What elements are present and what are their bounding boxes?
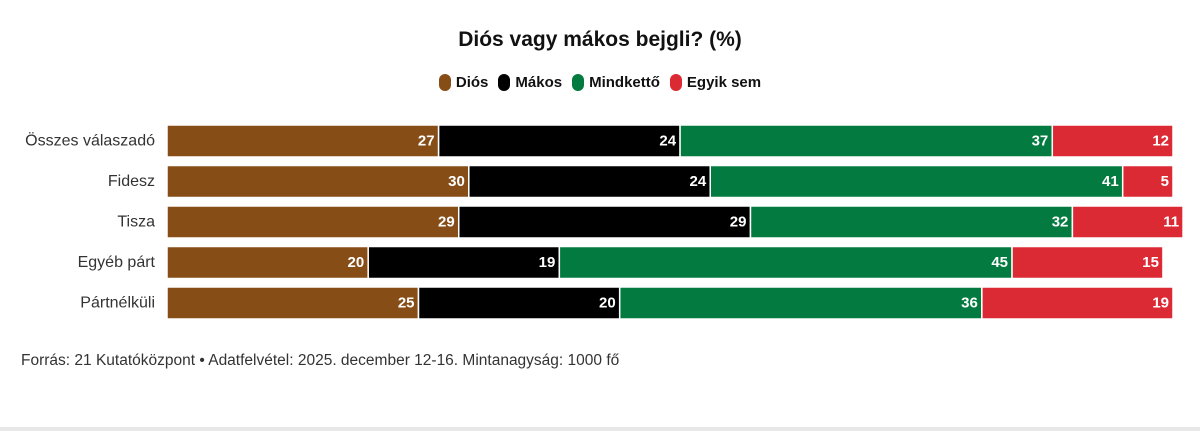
value-label-partnelkuli-makos: 20 bbox=[599, 295, 616, 312]
legend-item-dios: Diós bbox=[438, 74, 489, 91]
legend-item-makos: Mákos bbox=[498, 74, 562, 91]
bar-partnelkuli-mindketto bbox=[618, 286, 983, 320]
bar-fidesz-dios bbox=[166, 164, 470, 199]
bar-fidesz-egyik-sem bbox=[1121, 164, 1174, 199]
legend-swatch-dios bbox=[438, 74, 451, 91]
value-label-fidesz-dios: 30 bbox=[448, 173, 465, 190]
bar-osszes-valaszado-mindketto bbox=[679, 124, 1054, 158]
legend-label-egyik-sem: Egyik sem bbox=[686, 74, 762, 91]
bar-tisza-makos bbox=[457, 205, 752, 239]
legend-label-makos: Mákos bbox=[515, 74, 563, 91]
legend-item-mindketto: Mindkettő bbox=[572, 74, 660, 91]
bar-partnelkuli-egyik-sem bbox=[981, 286, 1174, 320]
value-label-osszes-valaszado-dios: 27 bbox=[418, 133, 435, 150]
bar-tisza-dios bbox=[166, 205, 460, 239]
value-label-egyeb-part-dios: 20 bbox=[348, 254, 365, 271]
bar-osszes-valaszado-egyik-sem bbox=[1051, 124, 1174, 158]
category-label-egyeb-part: Egyéb párt bbox=[78, 254, 156, 271]
legend-swatch-makos bbox=[498, 74, 511, 91]
legend-label-mindketto: Mindkettő bbox=[589, 74, 660, 91]
value-label-egyeb-part-mindketto: 45 bbox=[991, 254, 1008, 271]
bar-partnelkuli-dios bbox=[166, 286, 420, 320]
bar-tisza-mindketto bbox=[749, 205, 1074, 239]
bar-egyeb-part-egyik-sem bbox=[1011, 245, 1164, 280]
bar-partnelkuli-makos bbox=[417, 286, 621, 320]
value-label-partnelkuli-mindketto: 36 bbox=[961, 295, 978, 312]
chart-legend: Diós Mákos Mindkettő Egyik sem bbox=[0, 74, 1200, 91]
legend-label-dios: Diós bbox=[455, 74, 489, 91]
legend-item-egyik-sem: Egyik sem bbox=[669, 74, 762, 91]
bar-egyeb-part-mindketto bbox=[558, 245, 1013, 280]
value-label-fidesz-egyik-sem: 5 bbox=[1161, 173, 1169, 190]
category-label-tisza: Tisza bbox=[117, 214, 155, 231]
bar-egyeb-part-makos bbox=[367, 245, 561, 280]
value-label-fidesz-mindketto: 41 bbox=[1102, 173, 1119, 190]
bar-tisza-egyik-sem bbox=[1071, 205, 1184, 239]
value-label-osszes-valaszado-mindketto: 37 bbox=[1032, 133, 1049, 150]
category-label-osszes-valaszado: Összes válaszadó bbox=[25, 132, 155, 150]
category-label-partnelkuli: Pártnélküli bbox=[80, 295, 155, 312]
bar-osszes-valaszado-dios bbox=[166, 124, 440, 158]
bar-osszes-valaszado-makos bbox=[437, 124, 681, 158]
category-label-fidesz: Fidesz bbox=[108, 173, 155, 190]
value-label-partnelkuli-dios: 25 bbox=[398, 295, 415, 312]
bar-fidesz-mindketto bbox=[709, 164, 1124, 199]
value-label-tisza-makos: 29 bbox=[730, 214, 747, 231]
legend-swatch-mindketto bbox=[572, 74, 585, 91]
chart-title: Diós vagy mákos bejgli? (%) bbox=[458, 28, 742, 51]
value-label-tisza-dios: 29 bbox=[438, 214, 455, 231]
value-label-osszes-valaszado-egyik-sem: 12 bbox=[1152, 133, 1169, 150]
source-note: Forrás: 21 Kutatóközpont • Adatfelvétel:… bbox=[21, 352, 620, 369]
value-label-fidesz-makos: 24 bbox=[690, 173, 707, 190]
value-label-osszes-valaszado-makos: 24 bbox=[659, 133, 676, 150]
value-label-tisza-egyik-sem: 11 bbox=[1163, 214, 1179, 231]
value-label-partnelkuli-egyik-sem: 19 bbox=[1152, 295, 1169, 312]
bar-fidesz-makos bbox=[468, 164, 711, 199]
bar-egyeb-part-dios bbox=[166, 245, 369, 280]
value-label-tisza-mindketto: 32 bbox=[1052, 214, 1069, 231]
bottom-divider bbox=[0, 427, 1200, 431]
value-label-egyeb-part-egyik-sem: 15 bbox=[1142, 254, 1159, 271]
value-label-egyeb-part-makos: 19 bbox=[539, 254, 556, 271]
legend-swatch-egyik-sem bbox=[669, 74, 682, 91]
